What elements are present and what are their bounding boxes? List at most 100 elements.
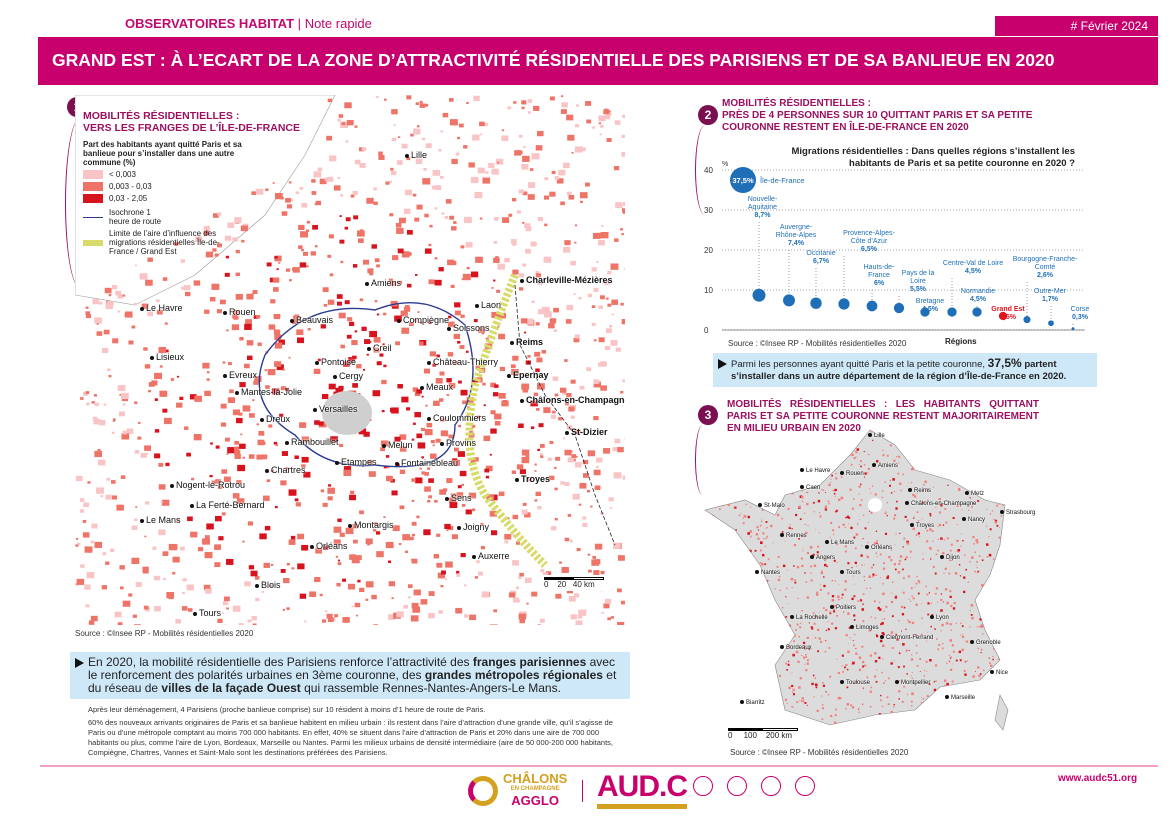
commune-patch bbox=[252, 623, 257, 625]
commune-patch bbox=[725, 481, 728, 483]
commune-patch bbox=[872, 564, 875, 566]
commune-patch bbox=[844, 545, 847, 548]
commune-patch bbox=[240, 225, 248, 232]
commune-patch bbox=[844, 580, 847, 583]
commune-patch bbox=[749, 558, 752, 561]
commune-patch bbox=[827, 693, 830, 696]
commune-patch bbox=[798, 635, 800, 638]
commune-patch bbox=[951, 680, 954, 683]
commune-patch bbox=[908, 482, 909, 484]
commune-patch bbox=[975, 686, 977, 688]
commune-patch bbox=[291, 567, 295, 570]
commune-patch bbox=[285, 197, 291, 203]
commune-patch bbox=[818, 492, 820, 494]
commune-patch bbox=[732, 620, 735, 623]
commune-patch bbox=[770, 524, 773, 528]
commune-patch bbox=[874, 493, 877, 496]
commune-patch bbox=[898, 690, 901, 693]
commune-patch bbox=[762, 537, 765, 540]
city-label: Tours bbox=[193, 608, 221, 618]
commune-patch bbox=[820, 584, 822, 586]
commune-patch bbox=[791, 724, 794, 725]
commune-patch bbox=[857, 600, 859, 602]
website-link[interactable]: www.audc51.org bbox=[1058, 773, 1138, 784]
commune-patch bbox=[147, 389, 151, 393]
commune-patch bbox=[454, 310, 461, 316]
commune-patch bbox=[212, 248, 217, 252]
commune-patch bbox=[714, 715, 717, 718]
commune-patch bbox=[603, 603, 610, 609]
commune-patch bbox=[890, 492, 893, 494]
commune-patch bbox=[816, 551, 819, 554]
commune-patch bbox=[1003, 696, 1005, 698]
commune-patch bbox=[242, 540, 245, 543]
scale-label: 0 bbox=[544, 580, 549, 589]
city-label: Etampes bbox=[335, 457, 377, 467]
commune-patch bbox=[816, 591, 818, 594]
commune-patch bbox=[818, 637, 821, 640]
commune-patch bbox=[220, 422, 227, 427]
commune-patch bbox=[844, 588, 847, 591]
commune-patch bbox=[537, 624, 541, 625]
commune-patch bbox=[749, 549, 752, 553]
commune-patch bbox=[480, 545, 486, 550]
commune-patch bbox=[606, 138, 612, 143]
commune-patch bbox=[289, 279, 292, 282]
commune-patch bbox=[79, 498, 85, 502]
commune-patch bbox=[948, 654, 951, 657]
commune-patch bbox=[824, 505, 828, 508]
commune-patch bbox=[846, 686, 849, 689]
commune-patch bbox=[815, 481, 817, 483]
commune-patch bbox=[358, 428, 367, 435]
commune-patch bbox=[935, 553, 938, 556]
city-label: Rambouillet bbox=[285, 437, 339, 447]
commune-patch bbox=[834, 580, 836, 582]
commune-patch bbox=[486, 494, 493, 500]
commune-patch bbox=[887, 677, 890, 680]
commune-patch bbox=[774, 491, 777, 494]
commune-patch bbox=[309, 591, 317, 597]
commune-patch bbox=[864, 580, 865, 581]
commune-patch bbox=[955, 659, 958, 662]
commune-patch bbox=[881, 496, 884, 499]
commune-patch bbox=[765, 538, 767, 540]
commune-patch bbox=[869, 587, 872, 589]
commune-patch bbox=[787, 603, 789, 604]
commune-patch bbox=[838, 443, 841, 446]
commune-patch bbox=[930, 625, 932, 628]
commune-patch bbox=[854, 547, 857, 550]
commune-patch bbox=[472, 134, 480, 141]
commune-patch bbox=[718, 521, 721, 524]
commune-patch bbox=[992, 558, 995, 560]
commune-patch bbox=[895, 595, 898, 598]
commune-patch bbox=[555, 456, 561, 461]
commune-patch bbox=[327, 496, 333, 501]
commune-patch bbox=[898, 698, 900, 700]
commune-patch bbox=[987, 703, 990, 706]
commune-patch bbox=[778, 717, 780, 719]
commune-patch bbox=[135, 506, 138, 508]
commune-patch bbox=[1010, 592, 1011, 593]
commune-patch bbox=[517, 150, 523, 155]
commune-patch bbox=[950, 629, 953, 631]
commune-patch bbox=[825, 691, 827, 693]
commune-patch bbox=[137, 421, 141, 424]
commune-patch bbox=[963, 554, 966, 556]
commune-patch bbox=[740, 513, 742, 515]
commune-patch bbox=[788, 686, 791, 690]
commune-patch bbox=[702, 485, 704, 487]
commune-patch bbox=[238, 412, 243, 416]
section-arc bbox=[695, 125, 715, 215]
commune-patch bbox=[612, 447, 618, 452]
commune-patch bbox=[932, 540, 934, 542]
commune-patch bbox=[964, 673, 967, 676]
commune-patch bbox=[998, 527, 1000, 529]
category-name: Normandie bbox=[960, 288, 996, 295]
commune-patch bbox=[165, 349, 169, 353]
commune-patch bbox=[777, 700, 780, 703]
commune-patch bbox=[574, 241, 577, 244]
commune-patch bbox=[347, 583, 356, 590]
commune-patch bbox=[424, 429, 433, 436]
commune-patch bbox=[956, 550, 958, 552]
city-label: Troyes bbox=[910, 523, 934, 529]
